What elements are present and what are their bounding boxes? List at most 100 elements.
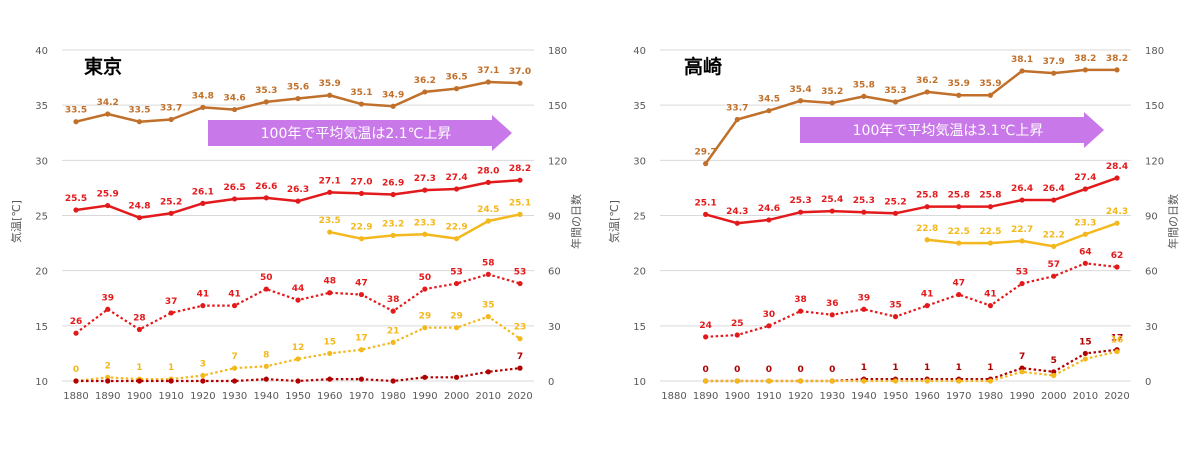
data-label: 50 <box>419 273 432 283</box>
data-label: 36.2 <box>414 76 436 86</box>
data-label: 24.3 <box>726 207 748 217</box>
data-label: 33.5 <box>65 106 87 116</box>
data-point <box>829 312 835 318</box>
data-point <box>1019 238 1025 244</box>
data-point <box>829 100 835 106</box>
data-point <box>924 204 930 210</box>
data-point <box>327 92 333 98</box>
data-point <box>422 374 428 380</box>
data-point <box>987 378 994 384</box>
data-point <box>231 106 238 113</box>
data-point <box>295 198 301 204</box>
data-point <box>105 374 111 380</box>
data-point <box>956 291 962 298</box>
data-label: 7 <box>1019 352 1025 362</box>
data-label: 47 <box>953 279 966 289</box>
data-label: 26 <box>70 317 83 327</box>
data-point <box>703 211 709 217</box>
data-label: 47 <box>355 279 368 289</box>
data-label: 1 <box>987 363 993 373</box>
x-tick-label: 2000 <box>444 391 469 402</box>
data-label: 38.2 <box>1106 54 1128 64</box>
data-label: 41 <box>197 290 210 300</box>
data-label: 48 <box>323 277 336 287</box>
data-label: 22.2 <box>1043 230 1065 240</box>
y-tick-label: 20 <box>633 267 646 278</box>
data-point <box>517 80 523 86</box>
data-point <box>263 363 269 369</box>
y-tick-label: 15 <box>35 322 48 333</box>
data-point <box>200 372 206 379</box>
data-point <box>327 229 333 235</box>
data-label: 26.5 <box>223 183 245 193</box>
data-point <box>892 210 899 216</box>
data-point <box>453 236 460 242</box>
data-label: 23.3 <box>414 218 436 228</box>
data-point <box>327 350 333 357</box>
data-point <box>136 378 143 384</box>
data-label: 25.5 <box>65 194 87 204</box>
data-point <box>1019 197 1025 203</box>
data-point <box>327 376 333 382</box>
y2-axis-title: 年間の日数 <box>1166 194 1180 249</box>
data-label: 37.1 <box>477 66 499 76</box>
y-tick-label: 25 <box>35 212 48 223</box>
data-label: 12 <box>292 343 305 353</box>
data-point <box>73 207 79 213</box>
series-line <box>705 348 1118 383</box>
data-point <box>517 280 523 287</box>
data-label: 62 <box>1111 251 1124 261</box>
data-point <box>295 297 301 303</box>
data-point <box>453 186 460 192</box>
series-mean_temp: 25.1 24.3 24.6 25.3 25.4 25.3 25.2 25.8 25.8 25.8… <box>695 162 1128 226</box>
data-label: 57 <box>1047 260 1060 270</box>
y-tick-label: 30 <box>633 156 646 167</box>
data-label: 17 <box>355 334 368 344</box>
x-tick-label: 2020 <box>507 391 532 402</box>
x-tick-label: 2020 <box>1104 391 1129 402</box>
y-axis-title: 気温[℃] <box>607 200 621 243</box>
data-label: 27.4 <box>445 173 467 183</box>
x-tick-label: 1960 <box>317 391 342 402</box>
annotation-text: 100年で平均気温は2.1℃上昇 <box>261 126 452 142</box>
data-point <box>295 356 301 362</box>
x-tick-label: 1950 <box>285 391 310 402</box>
y-tick-label: 10 <box>35 377 48 388</box>
data-point <box>422 231 428 237</box>
x-tick-label: 1980 <box>380 391 405 402</box>
x-tick-label: 1890 <box>693 391 718 402</box>
series-line <box>704 68 1117 165</box>
data-point <box>829 208 835 214</box>
data-point <box>390 378 396 384</box>
data-label: 26.6 <box>255 182 277 192</box>
data-point <box>390 308 396 314</box>
data-point <box>168 378 174 384</box>
data-label: 29 <box>419 312 432 322</box>
data-point <box>1051 197 1057 203</box>
data-point <box>1051 70 1057 76</box>
data-point <box>1019 369 1025 375</box>
data-point <box>200 378 206 384</box>
data-label: 35.8 <box>853 80 875 90</box>
data-label: 22.8 <box>916 224 938 234</box>
y2-tick-label: 90 <box>1145 212 1158 223</box>
data-label: 26.9 <box>382 179 404 189</box>
data-point <box>987 240 994 246</box>
y-tick-label: 40 <box>35 46 48 57</box>
data-label: 25.1 <box>509 198 531 208</box>
data-point <box>1051 369 1057 375</box>
data-point <box>987 303 994 309</box>
data-point <box>485 179 491 185</box>
y-axis-title: 気温[℃] <box>9 200 23 243</box>
data-point <box>263 99 269 105</box>
chart-title: 東京 <box>84 55 122 78</box>
data-point <box>105 111 111 117</box>
data-point <box>231 303 238 309</box>
data-label: 38 <box>794 295 807 305</box>
data-label: 5 <box>1051 356 1057 366</box>
data-point <box>485 369 491 375</box>
x-tick-label: 1890 <box>95 391 120 402</box>
data-label: 38 <box>387 295 400 305</box>
data-point <box>485 314 491 320</box>
